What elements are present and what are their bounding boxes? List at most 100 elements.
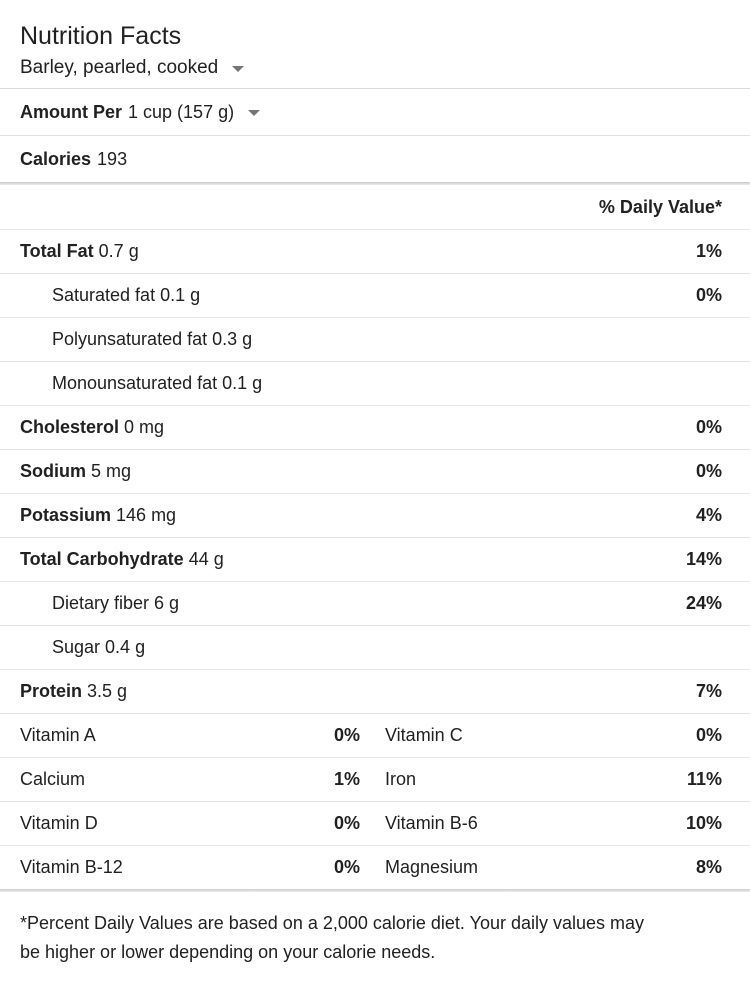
nutrient-row: Cholesterol 0 mg 0% <box>0 405 750 449</box>
nutrient-amount: 0.3 g <box>212 329 253 349</box>
nutrient-row: Monounsaturated fat 0.1 g <box>0 361 750 405</box>
micro-daily-value: 0% <box>333 857 360 877</box>
nutrient-label: Sugar <box>52 637 101 657</box>
nutrient-label: Total Carbohydrate <box>20 549 184 569</box>
section-divider <box>0 182 750 185</box>
nutrient-name-amount: Saturated fat 0.1 g <box>52 285 200 306</box>
nutrient-name-amount: Polyunsaturated fat 0.3 g <box>52 329 252 350</box>
nutrient-daily-value: 0% <box>695 285 722 305</box>
nutrient-name-amount: Dietary fiber 6 g <box>52 593 179 614</box>
nutrient-daily-value: 0% <box>695 461 722 481</box>
nutrient-daily-value: 0% <box>695 417 722 437</box>
micro-cell: Vitamin B-6 10% <box>385 813 722 834</box>
micro-cell: Iron 11% <box>385 769 722 790</box>
food-selector-dropdown[interactable]: Barley, pearled, cooked <box>20 56 245 80</box>
micro-cell: Vitamin B-12 0% <box>20 857 360 878</box>
nutrient-label: Cholesterol <box>20 417 120 437</box>
micro-cell: Vitamin D 0% <box>20 813 360 834</box>
nutrient-label: Dietary fiber <box>52 593 150 613</box>
nutrient-daily-value: 4% <box>695 505 722 525</box>
nutrient-amount: 6 g <box>154 593 180 613</box>
calories-row: Calories 193 <box>0 136 750 182</box>
micronutrient-row: Vitamin B-12 0% Magnesium 8% <box>0 845 750 889</box>
micro-daily-value: 0% <box>333 725 360 745</box>
nutrient-amount: 0.1 g <box>222 373 263 393</box>
micro-daily-value: 0% <box>333 813 360 833</box>
nutrient-name-amount: Sugar 0.4 g <box>52 637 145 658</box>
nutrient-name-amount: Protein 3.5 g <box>20 681 127 702</box>
section-divider <box>0 889 750 892</box>
micro-label: Vitamin B-12 <box>20 857 123 877</box>
micro-rows: Vitamin A 0% Vitamin C 0% Calcium 1% Iro… <box>0 713 750 889</box>
nutrient-amount: 3.5 g <box>87 681 128 701</box>
nutrient-label: Polyunsaturated fat <box>52 329 208 349</box>
micronutrient-row: Vitamin A 0% Vitamin C 0% <box>0 713 750 757</box>
footnote: *Percent Daily Values are based on a 2,0… <box>0 892 750 999</box>
nutrient-daily-value: 7% <box>695 681 722 701</box>
nutrient-rows: Total Fat 0.7 g 1% Saturated fat 0.1 g 0% … <box>0 229 750 713</box>
nutrient-name-amount: Total Fat 0.7 g <box>20 241 139 262</box>
nutrient-amount: 0.1 g <box>160 285 201 305</box>
nutrient-label: Potassium <box>20 505 112 525</box>
micro-daily-value: 8% <box>695 857 722 877</box>
nutrient-name-amount: Sodium 5 mg <box>20 461 131 482</box>
micronutrient-row: Vitamin D 0% Vitamin B-6 10% <box>0 801 750 845</box>
nutrient-name-amount: Monounsaturated fat 0.1 g <box>52 373 262 394</box>
serving-size-value: 1 cup (157 g) <box>128 101 235 122</box>
nutrient-row: Sodium 5 mg 0% <box>0 449 750 493</box>
micro-label: Vitamin D <box>20 813 98 833</box>
chevron-down-icon <box>248 110 261 116</box>
nutrient-label: Total Fat <box>20 241 94 261</box>
micro-label: Calcium <box>20 769 86 789</box>
food-name-label: Barley, pearled, cooked <box>20 57 219 78</box>
micro-label: Magnesium <box>385 857 479 877</box>
chevron-down-icon <box>232 66 245 72</box>
nutrient-name-amount: Cholesterol 0 mg <box>20 417 164 438</box>
nutrient-row: Sugar 0.4 g <box>0 625 750 669</box>
calories-label: Calories <box>20 148 92 169</box>
nutrient-name-amount: Potassium 146 mg <box>20 505 176 526</box>
micro-cell: Calcium 1% <box>20 769 360 790</box>
nutrient-name-amount: Total Carbohydrate 44 g <box>20 549 224 570</box>
nutrient-amount: 0 mg <box>124 417 165 437</box>
nutrient-daily-value: 14% <box>685 549 722 569</box>
daily-value-header: % Daily Value* <box>598 196 722 217</box>
nutrient-label: Sodium <box>20 461 86 481</box>
micro-label: Iron <box>385 769 417 789</box>
nutrient-row: Potassium 146 mg 4% <box>0 493 750 537</box>
micro-cell: Vitamin A 0% <box>20 725 360 746</box>
nutrient-amount: 146 mg <box>116 505 177 525</box>
micro-daily-value: 1% <box>333 769 360 789</box>
micro-daily-value: 11% <box>686 769 722 789</box>
card-header: Nutrition Facts Barley, pearled, cooked <box>0 0 750 89</box>
footnote-text: *Percent Daily Values are based on a 2,0… <box>20 913 645 962</box>
micro-label: Vitamin A <box>20 725 96 745</box>
nutrient-row: Saturated fat 0.1 g 0% <box>0 273 750 317</box>
calories-value: 193 <box>97 148 128 169</box>
serving-size-dropdown[interactable]: 1 cup (157 g) <box>128 101 261 123</box>
nutrient-daily-value: 24% <box>685 593 722 613</box>
nutrient-row: Total Fat 0.7 g 1% <box>0 229 750 273</box>
nutrient-row: Protein 3.5 g 7% <box>0 669 750 713</box>
serving-size-row: Amount Per 1 cup (157 g) <box>0 89 750 136</box>
micro-cell: Vitamin C 0% <box>385 725 722 746</box>
micro-label: Vitamin B-6 <box>385 813 478 833</box>
nutrient-label: Protein <box>20 681 83 701</box>
nutrient-amount: 5 mg <box>91 461 132 481</box>
nutrient-daily-value: 1% <box>695 241 722 261</box>
nutrient-row: Polyunsaturated fat 0.3 g <box>0 317 750 361</box>
nutrient-label: Monounsaturated fat <box>52 373 218 393</box>
nutrient-amount: 0.7 g <box>98 241 139 261</box>
nutrient-amount: 0.4 g <box>105 637 146 657</box>
nutrient-label: Saturated fat <box>52 285 156 305</box>
micronutrient-row: Calcium 1% Iron 11% <box>0 757 750 801</box>
amount-per-label: Amount Per <box>20 101 123 122</box>
micro-label: Vitamin C <box>385 725 463 745</box>
micro-daily-value: 0% <box>695 725 722 745</box>
micro-cell: Magnesium 8% <box>385 857 722 878</box>
nutrient-row: Dietary fiber 6 g 24% <box>0 581 750 625</box>
nutrient-row: Total Carbohydrate 44 g 14% <box>0 537 750 581</box>
nutrient-amount: 44 g <box>188 549 224 569</box>
page-title: Nutrition Facts <box>20 22 182 50</box>
